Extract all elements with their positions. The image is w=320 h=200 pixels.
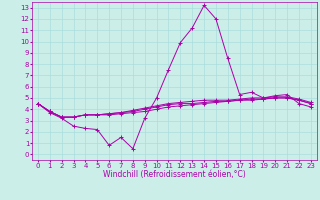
X-axis label: Windchill (Refroidissement éolien,°C): Windchill (Refroidissement éolien,°C) bbox=[103, 170, 246, 179]
